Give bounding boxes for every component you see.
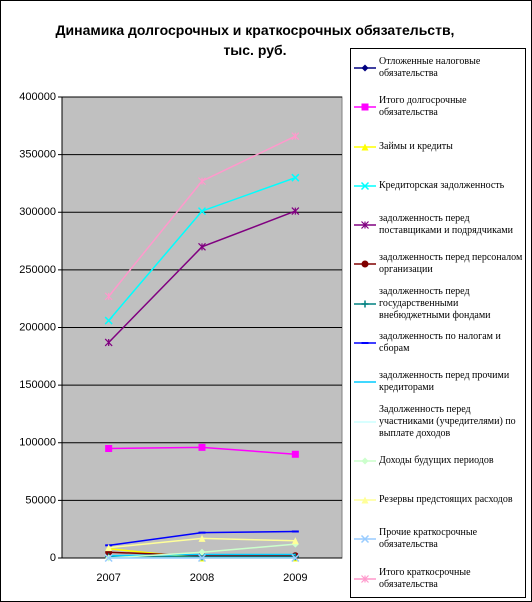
marker xyxy=(291,450,299,458)
marker xyxy=(360,535,370,544)
y-tick-label: 300000 xyxy=(19,206,56,218)
marker xyxy=(291,173,300,182)
marker xyxy=(361,103,369,111)
legend-entry: Итого краткосрочные обязательства xyxy=(351,560,527,598)
marker xyxy=(291,207,300,216)
legend: Отложенные налоговые обязательства Итого … xyxy=(350,48,526,598)
legend-swatch xyxy=(354,457,376,465)
marker xyxy=(361,574,369,583)
marker xyxy=(361,260,369,268)
legend-entry: Займы и кредиты xyxy=(351,128,527,166)
marker xyxy=(361,496,369,504)
legend-label: задолженность перед прочими кредиторами xyxy=(379,370,510,394)
y-tick-label: 250000 xyxy=(19,264,56,276)
legend-entry: Задолженность перед участниками (учредит… xyxy=(351,403,527,441)
legend-label: Отложенные налоговые обязательства xyxy=(379,56,481,79)
legend-entry: Резервы предстоящих расходов xyxy=(351,481,527,519)
chart: 0 50000 100000 150000 200000 250000 300000 3500… xyxy=(19,91,343,584)
legend-swatch xyxy=(354,535,376,544)
chart-title: Динамика долгосрочных и краткосрочных об… xyxy=(55,22,455,58)
y-tick-label: 400000 xyxy=(19,91,56,103)
legend-label: Итого долгосрочные обязательства xyxy=(379,95,467,119)
marker xyxy=(198,242,206,251)
marker xyxy=(197,553,207,563)
legend-entry: Итого долгосрочные обязательства xyxy=(351,88,527,126)
legend-entry: задолженность перед прочими кредиторами xyxy=(351,363,527,401)
legend-swatch xyxy=(354,260,376,268)
legend-swatch xyxy=(354,221,376,230)
y-tick-label: 0 xyxy=(50,552,56,564)
marker xyxy=(361,342,369,344)
legend-swatch xyxy=(354,574,376,583)
legend-entry: задолженность перед государственными вне… xyxy=(351,285,527,323)
legend-label: Итого краткосрочные обязательства xyxy=(379,566,471,590)
legend-entry: Прочие краткосрочные обязательства xyxy=(351,520,527,558)
marker xyxy=(105,544,113,552)
legend-swatch xyxy=(354,181,376,190)
marker xyxy=(198,548,206,556)
y-tick-label: 150000 xyxy=(19,379,56,391)
x-tick-label: 2007 xyxy=(96,572,120,584)
x-tick-label: 2008 xyxy=(190,572,214,584)
legend-entry: задолженность перед поставщиками и подря… xyxy=(351,206,527,244)
legend-label: Доходы будущих периодов xyxy=(379,454,494,466)
marker xyxy=(291,537,299,545)
marker xyxy=(360,181,370,190)
legend-swatch xyxy=(354,496,376,504)
marker xyxy=(291,132,300,141)
legend-entry: Доходы будущих периодов xyxy=(351,442,527,480)
y-tick-label: 50000 xyxy=(25,494,56,506)
marker xyxy=(291,530,299,533)
legend-label: Прочие краткосрочные обязательства xyxy=(379,527,478,551)
marker xyxy=(104,316,113,325)
legend-entry: задолженность перед персоналом организац… xyxy=(351,245,527,283)
legend-label: Задолженность перед участниками (учредит… xyxy=(379,403,516,439)
legend-entry: задолженность по налогам и сборам xyxy=(351,324,527,362)
legend-entry: Кредиторская задолженность xyxy=(351,167,527,205)
y-tick-label: 350000 xyxy=(19,149,56,161)
marker xyxy=(361,221,369,230)
legend-label: Займы и кредиты xyxy=(379,140,453,152)
legend-label: Кредиторская задолженность xyxy=(379,179,505,191)
legend-swatch xyxy=(354,342,376,344)
marker xyxy=(361,64,369,72)
x-tick-label: 2009 xyxy=(283,572,307,584)
y-tick-label: 100000 xyxy=(19,437,56,449)
legend-swatch xyxy=(354,64,376,72)
legend-swatch xyxy=(354,300,376,308)
marker xyxy=(361,143,369,151)
legend-swatch xyxy=(354,143,376,151)
marker xyxy=(104,292,113,301)
marker xyxy=(104,553,113,563)
y-tick-label: 200000 xyxy=(19,321,56,333)
marker xyxy=(198,534,206,542)
marker xyxy=(197,207,207,216)
marker xyxy=(198,531,206,534)
legend-label: задолженность перед поставщиками и подря… xyxy=(379,213,513,237)
marker xyxy=(198,443,206,451)
legend-label: задолженность перед государственными вне… xyxy=(379,285,491,321)
marker xyxy=(104,338,113,347)
marker xyxy=(291,553,300,563)
legend-label: задолженность перед персоналом организац… xyxy=(379,252,523,276)
legend-swatch xyxy=(354,103,376,111)
marker xyxy=(361,300,369,308)
legend-swatch xyxy=(354,420,376,423)
marker xyxy=(361,457,369,465)
marker xyxy=(198,177,206,186)
legend-label: задолженность по налогам и сборам xyxy=(379,331,501,354)
legend-swatch xyxy=(354,381,376,384)
marker xyxy=(105,445,113,453)
legend-entry: Отложенные налоговые обязательства xyxy=(351,49,527,87)
legend-label: Резервы предстоящих расходов xyxy=(379,494,513,506)
